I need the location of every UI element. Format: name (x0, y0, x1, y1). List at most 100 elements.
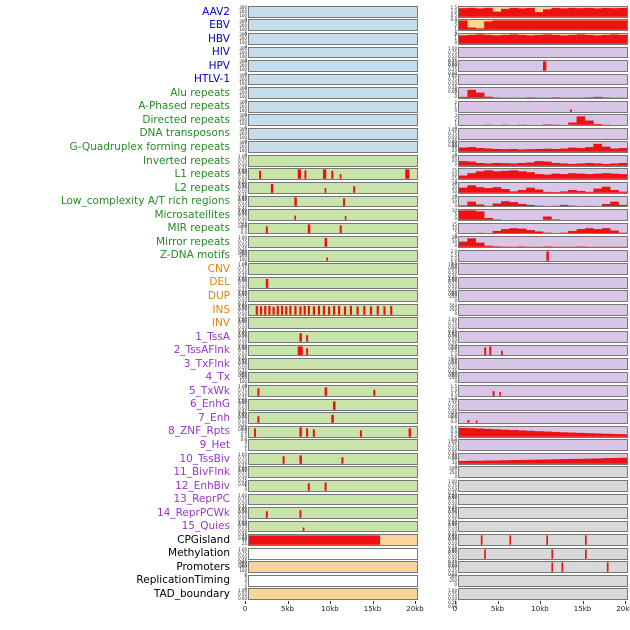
y-axis-tick-label: 0.00 (238, 427, 247, 433)
y-axis-tick-label: 1.00 (448, 397, 457, 403)
track-row: 15_Quies 1.00 0.75 0.50 0.25 0.00 1.00 0.75 0.50… (0, 520, 630, 540)
panel-gap (418, 323, 443, 324)
y-axis-ticks-left: 300 200 100 0 (233, 73, 248, 89)
y-axis-ticks-left: 300 200 100 0 (233, 370, 248, 387)
track-row: Methylation 1.00 0.75 0.50 0.25 0.00 1.00 0.75 0… (0, 547, 630, 567)
track-panel-right (458, 303, 628, 316)
y-axis-tick-label: 0 (454, 94, 457, 100)
panel-gap (418, 282, 443, 283)
track-label: 14_ReprPCWk (156, 506, 230, 519)
y-axis-tick-label: 0 (244, 84, 247, 90)
y-axis-tick-label: 4 (454, 86, 457, 92)
y-axis-tick-label: 0 (454, 243, 457, 249)
y-axis-tick-label: 100 (239, 256, 247, 262)
y-axis-tick-label: 1.00 (238, 289, 247, 295)
y-axis-tick-label: 20 (451, 194, 457, 200)
track-label: CNV (207, 262, 230, 275)
y-axis-tick-label: 300 (239, 370, 247, 376)
track-panel-left (248, 547, 418, 560)
y-axis-ticks-left: 300 200 100 0 (233, 127, 248, 143)
y-axis-tick-label: 0.50 (238, 324, 247, 330)
track-panel-left (248, 249, 418, 262)
track-panel-right (458, 425, 628, 438)
y-axis-tick-label: 0 (244, 111, 247, 117)
track-panel-left (248, 114, 418, 127)
track-panel-right (458, 168, 628, 181)
y-axis-tick-label: 1.00 (238, 343, 247, 349)
y-axis-tick-label: 0.75 (238, 307, 247, 313)
y-axis-ticks-left: 300 200 100 0 (233, 46, 248, 62)
y-axis-tick-label: 6 (244, 573, 247, 579)
y-axis-tick-label: 0 (454, 464, 457, 470)
y-axis-tick-label: 2 (454, 117, 457, 123)
y-axis-tick-label: 0.25 (448, 328, 457, 334)
y-axis-tick-label: 0.75 (238, 361, 247, 367)
track-label: 1_TssA (195, 330, 230, 343)
panel-gap (418, 526, 443, 527)
y-axis-tick-label: 0.50 (448, 270, 457, 276)
y-axis-tick-label: 0.00 (448, 71, 457, 77)
y-axis-tick-label: 1.00 (448, 506, 457, 512)
panel-gap (418, 38, 443, 39)
y-axis-tick-label: 100 (239, 53, 247, 59)
y-axis-ticks-right: 1.00 0.75 0.50 0.25 0.00 (443, 317, 458, 337)
y-axis-tick-label: 1.00 (238, 492, 247, 498)
y-axis-tick-label: 1.00 (448, 479, 457, 485)
track-label: 3_TxFlnk (183, 357, 230, 370)
y-axis-ticks-left: 1.00 0.75 0.50 0.25 0.00 (233, 520, 248, 540)
panel-gap (418, 458, 443, 459)
y-axis-tick-label: 0.50 (448, 405, 457, 411)
y-axis-tick-label: 0.0 (450, 419, 457, 425)
y-axis-ticks-right: 1.00 0.75 0.50 0.25 0.00 (443, 276, 458, 296)
y-axis-tick-label: 100 (239, 148, 247, 154)
panel-gap (418, 25, 443, 26)
track-rows-container: AAV2 300 200 100 0 1.5 1.0 0.5 0.0 EBV 300 200 100 0 3… (0, 5, 630, 608)
y-axis-tick-label: 0 (244, 487, 247, 493)
y-axis-tick-label: 0.00 (448, 572, 457, 578)
y-axis-tick-label: 100 (239, 67, 247, 73)
track-row: 4_Tx 300 200 100 0 500 250 0 (0, 370, 630, 387)
track-row: EBV 300 200 100 0 3 2 1 0 (0, 19, 630, 35)
y-axis-tick-label: 0.50 (238, 338, 247, 344)
y-axis-tick-label: 0.00 (448, 535, 457, 541)
y-axis-tick-label: 0.5 (450, 392, 457, 398)
track-panel-right (458, 398, 628, 411)
y-axis-tick-label: 0 (454, 216, 457, 222)
y-axis-tick-label: 0.00 (238, 522, 247, 528)
x-axis-tick-mark (415, 601, 416, 605)
y-axis-tick-label: 1.00 (448, 533, 457, 539)
y-axis-tick-label: 0.25 (448, 491, 457, 497)
track-label: L1 repeats (174, 168, 230, 181)
y-axis-tick-label: 0.75 (448, 550, 457, 556)
y-axis-tick-label: 1.00 (238, 330, 247, 336)
y-axis-tick-label: 300 (239, 86, 247, 92)
y-axis-ticks-right: 0.75 0.50 0.25 0.00 (443, 60, 458, 76)
y-axis-tick-label: 200 (239, 103, 247, 109)
y-axis-tick-label: 2 (454, 99, 457, 105)
y-axis-tick-label: 0.25 (448, 369, 457, 375)
track-panel-right (458, 32, 628, 45)
track-panel-right (458, 263, 628, 276)
track-row: 8_ZNF_Rpts 1.5 1.0 0.5 0.0 0.6 0.4 0.2 0.0 (0, 425, 630, 441)
track-row: 6_EnhG 1.00 0.75 0.50 0.25 0.00 1.00 0.75 0.50 0.… (0, 397, 630, 418)
y-axis-ticks-right: 1.00 0.75 0.50 0.25 0.00 (443, 331, 458, 351)
y-axis-ticks-left: 300 200 100 0 (233, 33, 248, 49)
y-axis-ticks-right: 1.0 0.5 0.0 (443, 412, 458, 424)
track-row: 1_TssA 1.00 0.75 0.50 0.25 0.00 1.00 0.75 0.50 0.… (0, 330, 630, 351)
panel-gap (418, 377, 443, 378)
y-axis-tick-label: 0.75 (238, 158, 247, 164)
y-axis-tick-label: 250 (449, 307, 457, 313)
panel-gap (418, 296, 443, 297)
y-axis-tick-label: 30 (451, 181, 457, 187)
track-panel-left (248, 276, 418, 289)
y-axis-tick-label: 4 (244, 577, 247, 583)
y-axis-tick-label: 0.75 (448, 279, 457, 285)
y-axis-tick-label: 0.75 (448, 523, 457, 529)
y-axis-ticks-right: 500 250 0 (443, 466, 458, 478)
y-axis-ticks-left: 1.00 0.75 0.50 0.25 0.00 (233, 453, 248, 473)
y-axis-tick-label: 0.50 (448, 564, 457, 570)
y-axis-tick-label: 0.75 (238, 510, 247, 516)
y-axis-tick-label: 0 (454, 202, 457, 208)
